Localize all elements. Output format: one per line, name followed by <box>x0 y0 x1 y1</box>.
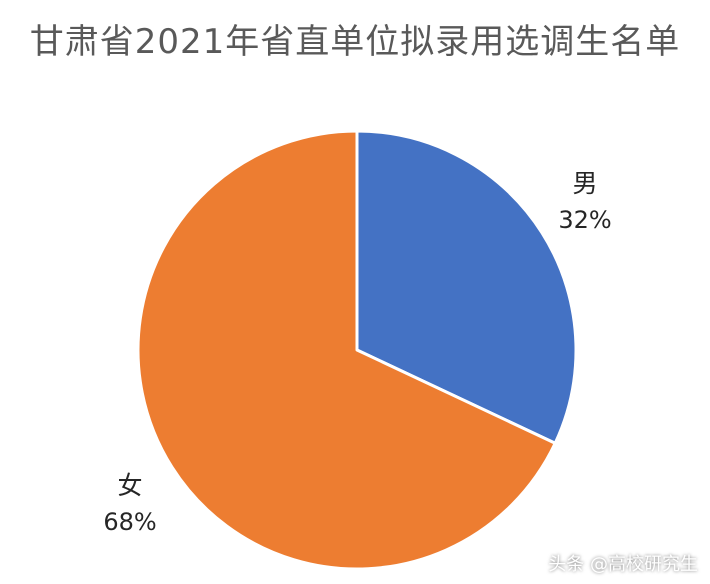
pie-slice-male <box>355 129 578 445</box>
slice-category-label: 女 <box>117 471 143 500</box>
slice-percent-label: 32% <box>558 206 612 234</box>
slice-percent-label: 68% <box>103 508 157 536</box>
slice-label-female: 女 68% <box>98 468 162 540</box>
slice-label-male: 男 32% <box>553 166 617 238</box>
watermark: 头条 @高校研究生 <box>548 554 698 575</box>
pie-slice-female <box>136 129 557 571</box>
slice-category-label: 男 <box>572 169 598 198</box>
chart-title: 甘肃省2021年省直单位拟录用选调生名单 <box>29 22 681 62</box>
